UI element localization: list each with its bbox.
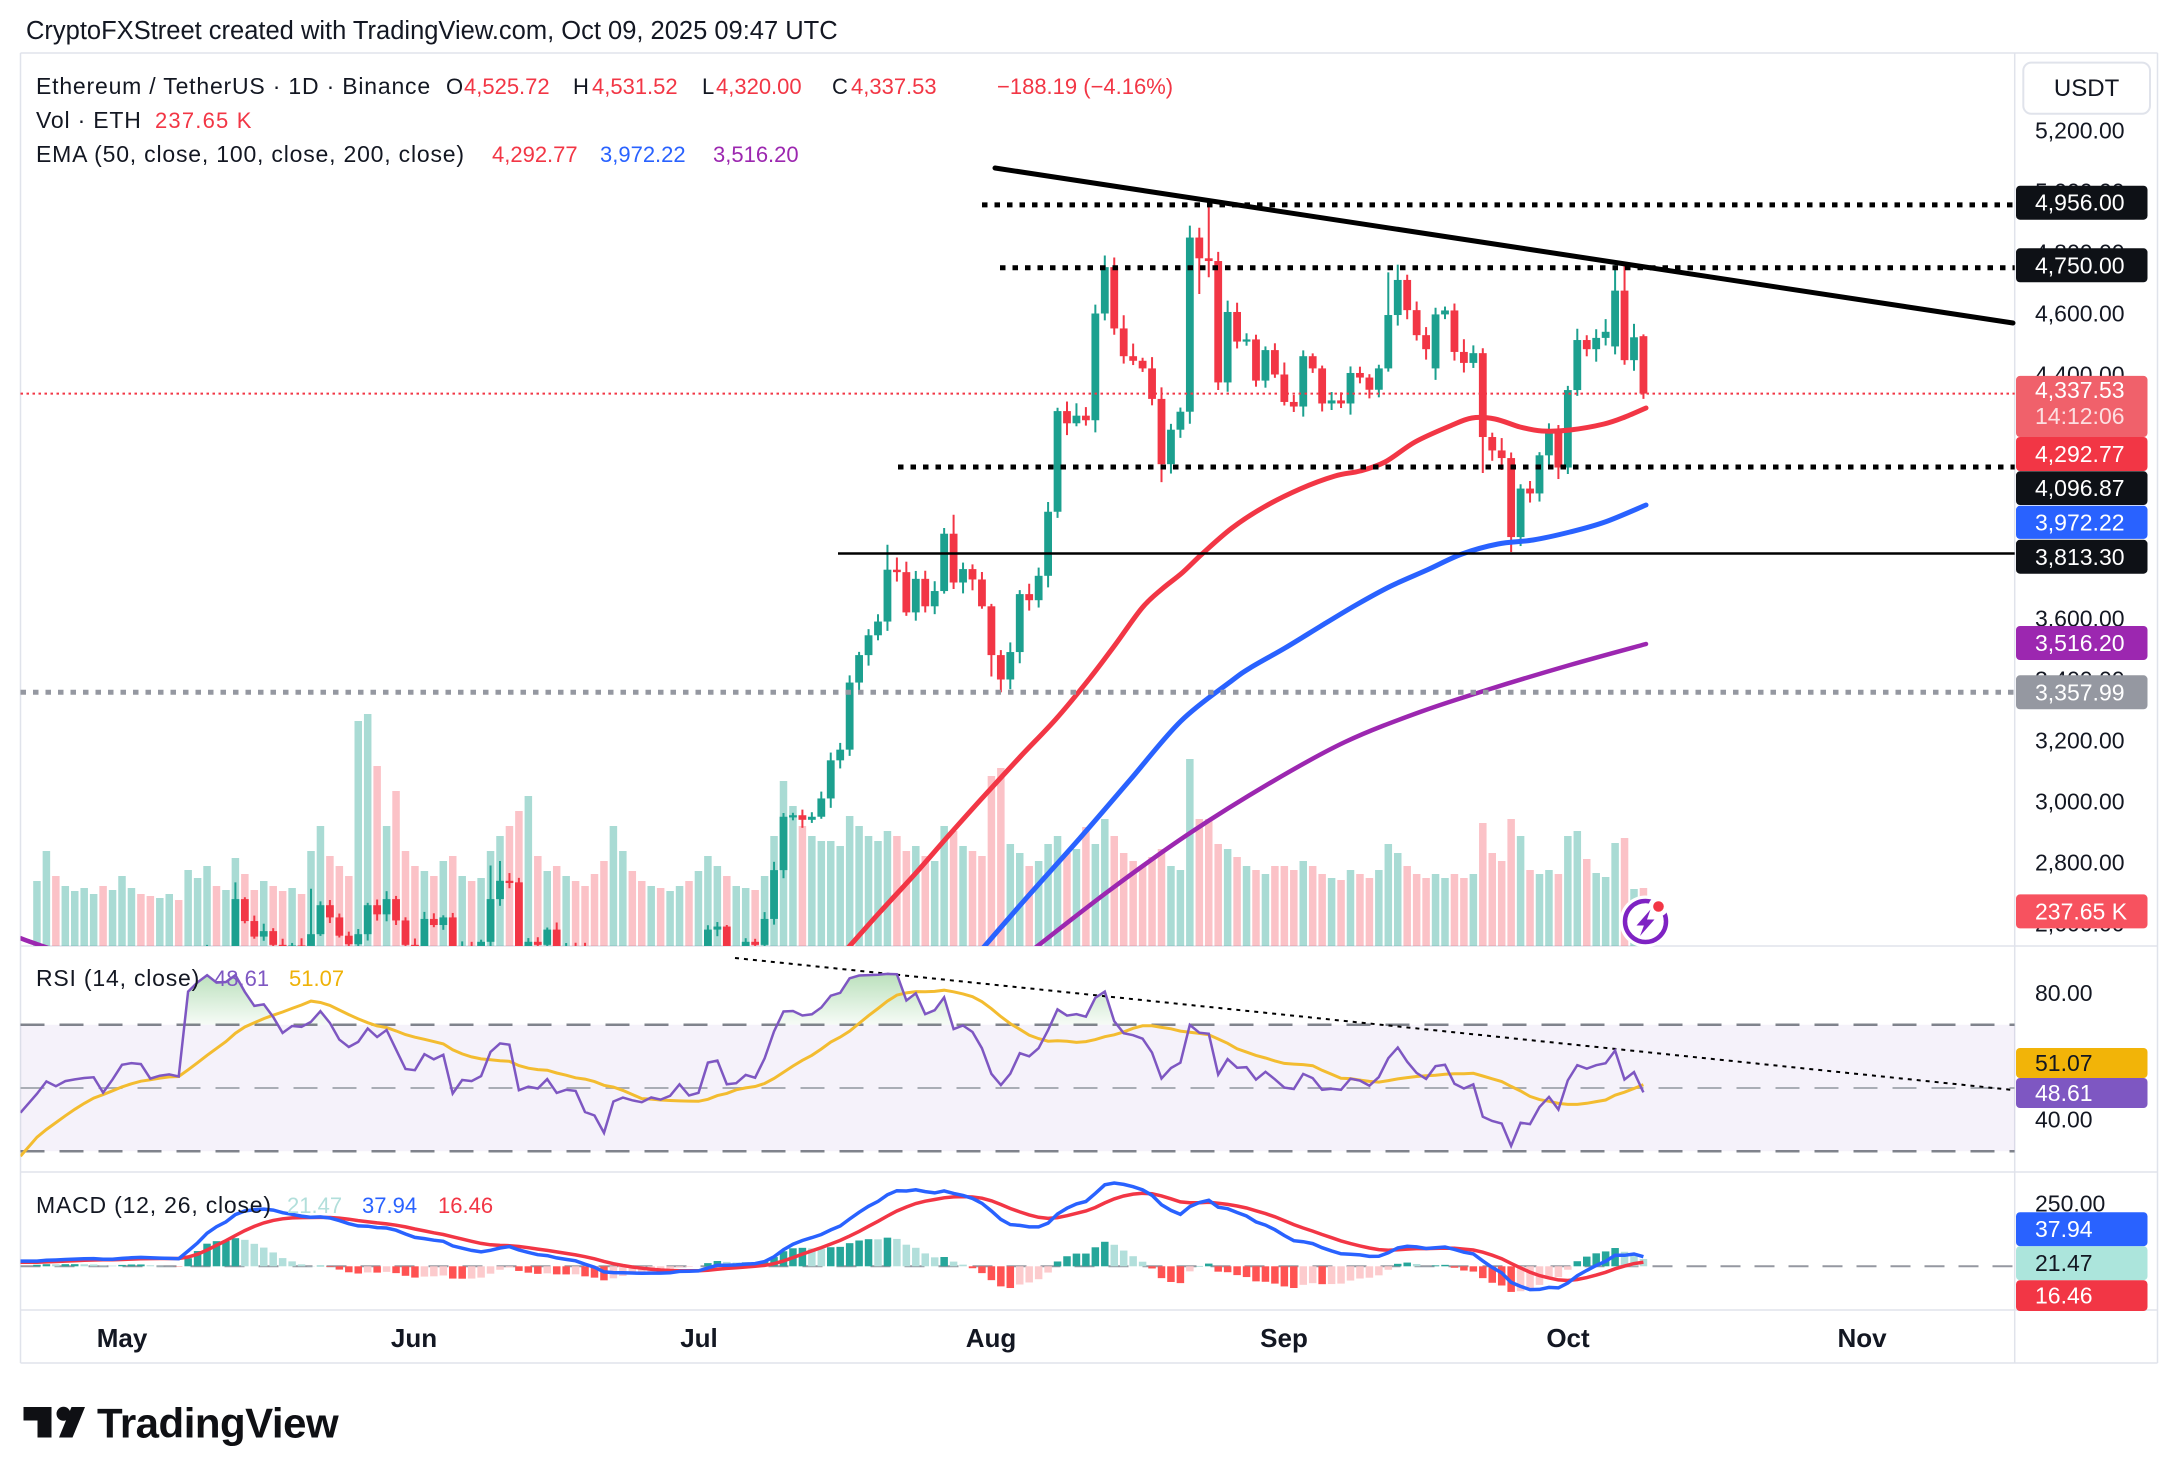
svg-text:5,200.00: 5,200.00 bbox=[2035, 118, 2125, 144]
svg-text:Jul: Jul bbox=[680, 1323, 718, 1353]
svg-text:250.00: 250.00 bbox=[2035, 1190, 2105, 1216]
svg-text:Oct: Oct bbox=[1546, 1323, 1590, 1353]
svg-text:−188.19 (−4.16%): −188.19 (−4.16%) bbox=[997, 74, 1173, 99]
svg-text:Nov: Nov bbox=[1837, 1323, 1887, 1353]
svg-text:80.00: 80.00 bbox=[2035, 980, 2093, 1006]
svg-text:H: H bbox=[573, 74, 589, 99]
svg-text:237.65 K: 237.65 K bbox=[155, 108, 253, 133]
svg-text:14:12:06: 14:12:06 bbox=[2035, 403, 2125, 429]
svg-text:Ethereum / TetherUS · 1D · Bin: Ethereum / TetherUS · 1D · Binance bbox=[36, 73, 431, 99]
svg-text:MACD (12, 26, close): MACD (12, 26, close) bbox=[36, 1192, 272, 1218]
svg-text:51.07: 51.07 bbox=[289, 966, 344, 991]
svg-text:C: C bbox=[832, 74, 848, 99]
svg-text:Sep: Sep bbox=[1260, 1323, 1308, 1353]
svg-text:O: O bbox=[446, 74, 463, 99]
svg-text:3,516.20: 3,516.20 bbox=[713, 142, 799, 167]
svg-text:Jun: Jun bbox=[391, 1323, 437, 1353]
svg-text:CryptoFXStreet created with Tr: CryptoFXStreet created with TradingView.… bbox=[26, 17, 838, 45]
svg-text:4,531.52: 4,531.52 bbox=[592, 74, 678, 99]
svg-text:237.65 K: 237.65 K bbox=[2035, 898, 2128, 924]
svg-text:4,600.00: 4,600.00 bbox=[2035, 301, 2125, 327]
svg-text:4,292.77: 4,292.77 bbox=[492, 142, 578, 167]
svg-text:EMA (50, close, 100, close, 20: EMA (50, close, 100, close, 200, close) bbox=[36, 141, 465, 167]
svg-text:48.61: 48.61 bbox=[2035, 1080, 2093, 1106]
svg-text:4,525.72: 4,525.72 bbox=[464, 74, 550, 99]
svg-text:4,320.00: 4,320.00 bbox=[716, 74, 802, 99]
svg-text:16.46: 16.46 bbox=[2035, 1283, 2093, 1309]
svg-text:3,972.22: 3,972.22 bbox=[2035, 509, 2125, 535]
svg-text:Aug: Aug bbox=[966, 1323, 1017, 1353]
svg-text:RSI (14, close): RSI (14, close) bbox=[36, 965, 200, 991]
svg-text:4,096.87: 4,096.87 bbox=[2035, 475, 2125, 501]
svg-text:21.47: 21.47 bbox=[287, 1193, 342, 1218]
svg-text:51.07: 51.07 bbox=[2035, 1050, 2093, 1076]
svg-text:2,800.00: 2,800.00 bbox=[2035, 850, 2125, 876]
svg-text:4,337.53: 4,337.53 bbox=[2035, 377, 2125, 403]
svg-text:37.94: 37.94 bbox=[2035, 1216, 2093, 1242]
svg-text:16.46: 16.46 bbox=[438, 1193, 493, 1218]
svg-text:L: L bbox=[702, 74, 714, 99]
svg-text:48.61: 48.61 bbox=[214, 966, 269, 991]
svg-text:4,292.77: 4,292.77 bbox=[2035, 441, 2125, 467]
svg-text:Vol · ETH: Vol · ETH bbox=[36, 107, 142, 133]
svg-text:USDT: USDT bbox=[2054, 75, 2120, 102]
svg-text:3,813.30: 3,813.30 bbox=[2035, 544, 2125, 570]
svg-text:21.47: 21.47 bbox=[2035, 1250, 2093, 1276]
svg-text:3,000.00: 3,000.00 bbox=[2035, 789, 2125, 815]
svg-text:40.00: 40.00 bbox=[2035, 1107, 2093, 1133]
svg-text:4,337.53: 4,337.53 bbox=[851, 74, 937, 99]
svg-text:3,972.22: 3,972.22 bbox=[600, 142, 686, 167]
svg-text:37.94: 37.94 bbox=[362, 1193, 417, 1218]
svg-text:May: May bbox=[97, 1323, 148, 1353]
svg-text:TradingView: TradingView bbox=[97, 1400, 339, 1447]
svg-text:3,357.99: 3,357.99 bbox=[2035, 679, 2125, 705]
svg-text:3,200.00: 3,200.00 bbox=[2035, 728, 2125, 754]
svg-text:4,750.00: 4,750.00 bbox=[2035, 252, 2125, 278]
svg-text:3,516.20: 3,516.20 bbox=[2035, 630, 2125, 656]
svg-text:4,956.00: 4,956.00 bbox=[2035, 190, 2125, 216]
